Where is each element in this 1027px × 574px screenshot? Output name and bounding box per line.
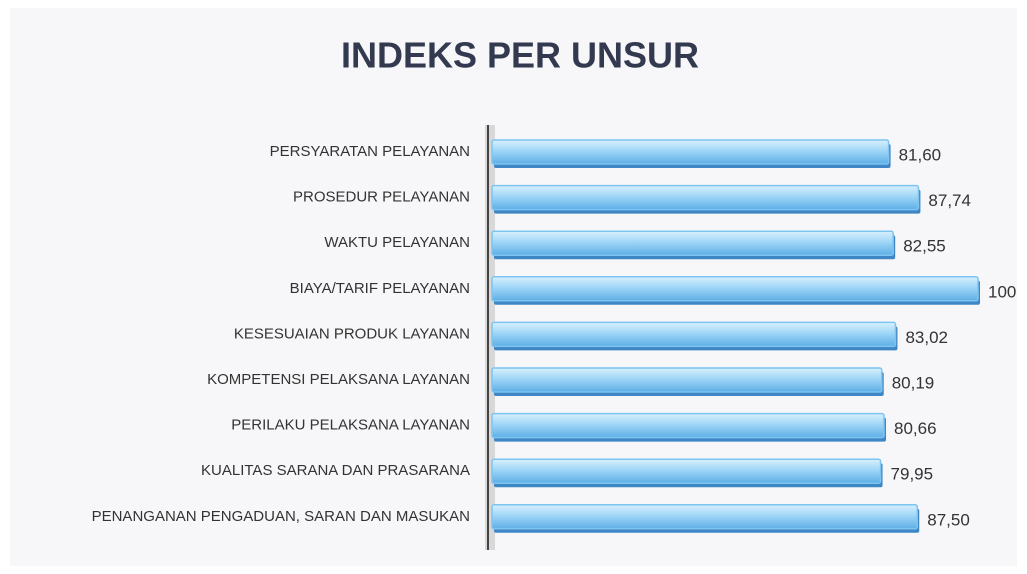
data-label: 87,50: [927, 510, 970, 529]
data-label: 80,66: [894, 419, 937, 438]
y-tick-label: KUALITAS SARANA DAN PRASARANA: [201, 462, 470, 479]
bar: [491, 504, 918, 530]
y-tick-label: PERSYARATAN PELAYANAN: [270, 143, 470, 160]
bar: [491, 367, 883, 393]
bar: [491, 139, 890, 165]
axis-shadow: [485, 125, 495, 550]
data-label: 82,55: [903, 237, 946, 256]
data-label: 87,74: [928, 191, 971, 210]
y-tick-label: PERILAKU PELAKSANA LAYANAN: [231, 417, 470, 434]
y-tick-label: BIAYA/TARIF PELAYANAN: [290, 280, 470, 297]
y-tick-label: KESESUAIAN PRODUK LAYANAN: [234, 325, 470, 342]
y-tick-label: PENANGANAN PENGADUAN, SARAN DAN MASUKAN: [92, 508, 470, 525]
data-label: 83,02: [905, 328, 948, 347]
y-tick-label: KOMPETENSI PELAKSANA LAYANAN: [207, 371, 470, 388]
data-label: 100: [988, 282, 1016, 301]
chart-title: INDEKS PER UNSUR: [341, 35, 699, 76]
bar: [491, 276, 979, 302]
bar: [491, 184, 920, 211]
data-label: 79,95: [891, 465, 934, 484]
bar: [491, 321, 897, 348]
data-label: 81,60: [899, 145, 942, 164]
bar: [491, 230, 894, 256]
bar: [491, 458, 882, 484]
bar: [491, 412, 885, 439]
y-tick-label: WAKTU PELAYANAN: [324, 234, 470, 251]
y-tick-label: PROSEDUR PELAYANAN: [293, 189, 470, 206]
data-label: 80,19: [892, 373, 935, 392]
